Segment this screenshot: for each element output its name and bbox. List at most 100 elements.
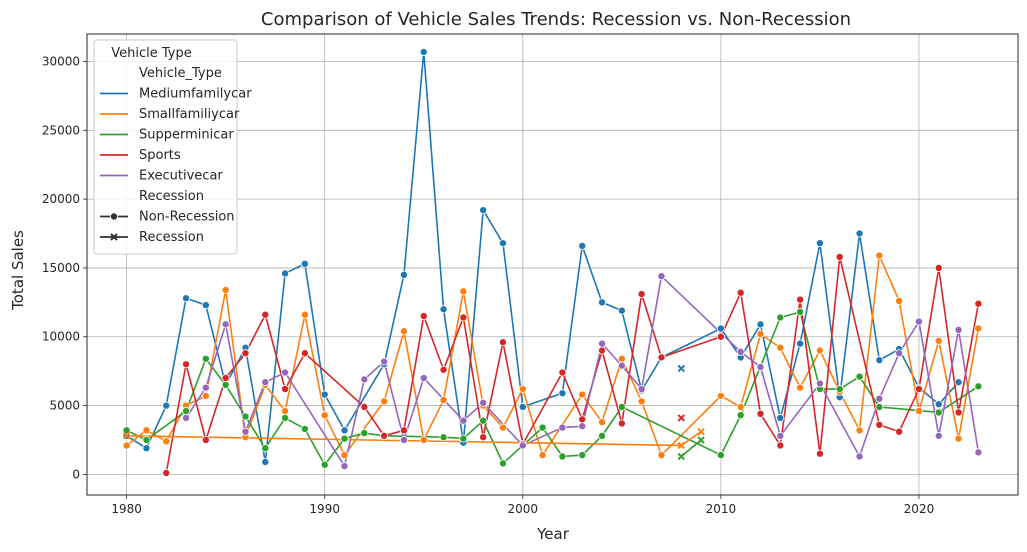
data-point bbox=[974, 382, 983, 391]
data-point bbox=[974, 299, 983, 308]
data-point bbox=[360, 429, 369, 438]
data-point bbox=[162, 437, 171, 446]
recession-point bbox=[677, 414, 685, 422]
data-point bbox=[974, 448, 983, 457]
x-tick-label: 1990 bbox=[309, 502, 340, 516]
recession-point bbox=[677, 452, 685, 461]
data-point bbox=[855, 426, 864, 435]
data-point bbox=[459, 313, 468, 322]
data-point bbox=[300, 310, 309, 319]
data-point bbox=[221, 285, 230, 294]
data-point bbox=[380, 357, 389, 366]
data-point bbox=[399, 435, 408, 444]
x-tick-label: 2000 bbox=[508, 502, 539, 516]
data-point bbox=[796, 339, 805, 348]
data-point bbox=[201, 301, 210, 310]
data-point bbox=[122, 441, 131, 450]
legend-entry: Supperminicar bbox=[139, 128, 234, 143]
data-point bbox=[479, 398, 488, 407]
data-point bbox=[716, 451, 725, 460]
data-point bbox=[439, 305, 448, 314]
data-point bbox=[716, 324, 725, 333]
data-point bbox=[300, 349, 309, 358]
data-point bbox=[875, 420, 884, 429]
data-point bbox=[261, 310, 270, 319]
data-point bbox=[776, 441, 785, 450]
data-point bbox=[895, 427, 904, 436]
data-point bbox=[221, 374, 230, 383]
data-point bbox=[320, 411, 329, 420]
data-point bbox=[855, 229, 864, 238]
legend: Vehicle Type Vehicle_Type Mediumfamilycar S… bbox=[93, 39, 252, 255]
data-point bbox=[459, 287, 468, 296]
data-point bbox=[617, 402, 626, 411]
data-point bbox=[162, 401, 171, 410]
y-tick-label: 20000 bbox=[42, 192, 80, 206]
recession-point bbox=[697, 436, 705, 444]
x-tick-label: 2010 bbox=[706, 502, 737, 516]
data-point bbox=[756, 409, 765, 418]
data-point bbox=[875, 394, 884, 403]
data-point bbox=[201, 383, 210, 392]
data-point bbox=[419, 47, 428, 56]
data-point bbox=[380, 431, 389, 440]
data-point bbox=[300, 424, 309, 433]
data-point bbox=[914, 407, 923, 416]
data-point bbox=[815, 379, 824, 388]
data-point bbox=[558, 389, 567, 398]
data-point bbox=[914, 317, 923, 326]
data-point bbox=[122, 426, 131, 435]
data-point bbox=[776, 343, 785, 352]
y-tick-label: 25000 bbox=[42, 123, 80, 137]
data-point bbox=[815, 449, 824, 458]
data-point bbox=[815, 239, 824, 248]
x-axis: 1980 1990 2000 2010 2020 bbox=[111, 495, 934, 516]
data-point bbox=[340, 462, 349, 471]
data-point bbox=[558, 423, 567, 432]
data-point bbox=[637, 397, 646, 406]
data-point bbox=[498, 423, 507, 432]
data-point bbox=[201, 391, 210, 400]
data-point bbox=[934, 263, 943, 272]
data-point bbox=[657, 272, 666, 281]
data-point bbox=[835, 385, 844, 394]
data-point bbox=[300, 259, 309, 268]
data-point bbox=[796, 383, 805, 392]
data-point bbox=[776, 313, 785, 322]
y-tick-label: 30000 bbox=[42, 55, 80, 69]
data-point bbox=[716, 332, 725, 341]
chart-title: Comparison of Vehicle Sales Trends: Rece… bbox=[261, 9, 851, 30]
data-point bbox=[320, 390, 329, 399]
data-point bbox=[558, 452, 567, 461]
data-point bbox=[598, 298, 607, 307]
data-point bbox=[281, 269, 290, 278]
data-point bbox=[578, 241, 587, 250]
legend-x-marker bbox=[110, 233, 118, 241]
data-point bbox=[281, 385, 290, 394]
data-point bbox=[320, 460, 329, 469]
y-tick-label: 10000 bbox=[42, 330, 80, 344]
data-point bbox=[380, 397, 389, 406]
data-point bbox=[142, 426, 151, 435]
legend-entry: Executivecar bbox=[139, 169, 223, 184]
data-point bbox=[439, 433, 448, 442]
data-point bbox=[598, 431, 607, 440]
data-point bbox=[776, 413, 785, 422]
data-point bbox=[221, 320, 230, 329]
data-point bbox=[518, 402, 527, 411]
data-point bbox=[736, 411, 745, 420]
data-point bbox=[479, 206, 488, 215]
data-point bbox=[182, 413, 191, 422]
data-point bbox=[241, 349, 250, 358]
data-point bbox=[340, 434, 349, 443]
data-point bbox=[756, 329, 765, 338]
data-point bbox=[479, 433, 488, 442]
data-point bbox=[934, 400, 943, 409]
data-point bbox=[498, 338, 507, 347]
recession-point bbox=[677, 364, 685, 373]
data-point bbox=[399, 327, 408, 336]
data-point bbox=[934, 336, 943, 345]
data-point bbox=[498, 459, 507, 468]
legend-style-header: Recession bbox=[139, 189, 204, 204]
data-point bbox=[776, 431, 785, 440]
